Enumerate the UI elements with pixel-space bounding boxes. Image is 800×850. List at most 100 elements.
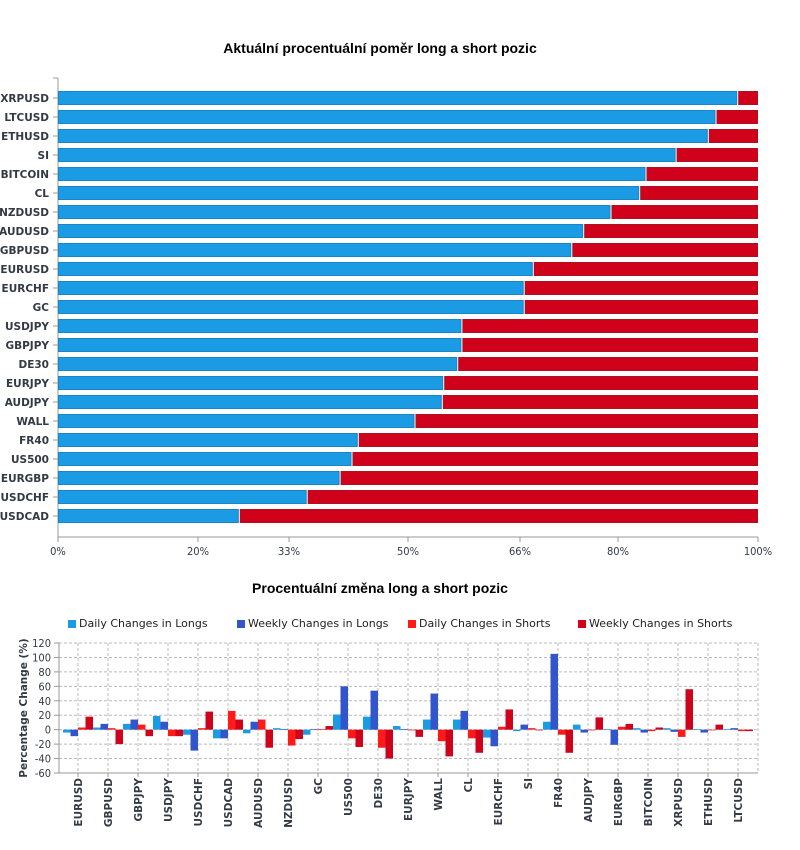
category-label: FR40 [553,778,565,808]
bar-short [584,224,759,238]
bar-weekly-longs [670,729,678,732]
x-tick-label: 100% [744,545,772,558]
category-label: DE30 [373,778,385,809]
category-label: US500 [11,454,49,466]
category-label: GBPUSD [103,778,115,827]
bar-short [738,91,759,105]
category-label: FR40 [19,435,49,447]
bar-weekly-shorts [385,729,393,759]
category-label: GBPJPY [133,778,145,822]
bar-daily-longs [543,721,551,730]
bar-daily-shorts [738,729,746,732]
bar-daily-shorts [138,724,146,730]
category-label: EURCHF [493,778,505,825]
bar-daily-shorts [648,729,656,732]
bar-long [58,433,358,447]
bar-daily-longs [603,728,611,730]
bar-weekly-longs [730,728,738,730]
bar-short [358,433,758,447]
bar-daily-longs [693,728,701,730]
bar-weekly-longs [580,729,588,733]
bar-weekly-shorts [565,729,573,753]
bar-weekly-longs [460,710,468,730]
y-tick-label: -60 [35,767,51,780]
bar-weekly-longs [190,729,198,751]
y-tick-label: 20 [38,709,51,722]
legend-swatch-daily-longs [68,619,76,628]
bar-weekly-shorts [505,709,513,730]
bar-long [58,148,676,162]
bar-long [58,224,584,238]
legend-label-weekly-longs: Weekly Changes in Longs [248,617,389,630]
bar-daily-longs [273,728,281,730]
category-label: US500 [343,778,355,816]
chart-title-ratio: Aktuální procentuální poměr long a short… [223,40,537,56]
bar-long [58,452,352,466]
bar-short [524,281,759,295]
legend-item-weekly-shorts[interactable]: Weekly Changes in Shorts [578,617,732,630]
category-label: EURUSD [73,778,85,827]
bar-weekly-longs [610,729,618,745]
bar-daily-shorts [78,727,86,730]
bar-long [58,281,524,295]
bar-daily-longs [123,723,131,730]
category-label: XRPUSD [673,778,685,827]
category-label: LTCUSD [733,778,745,823]
legend-item-daily-longs[interactable]: Daily Changes in Longs [68,617,208,630]
x-tick-label: 66% [509,545,531,558]
bar-weekly-longs [520,724,528,730]
bar-daily-longs [63,729,71,733]
x-tick-label: 50% [397,545,419,558]
legend-item-daily-shorts[interactable]: Daily Changes in Shorts [408,617,550,630]
category-label: BITCOIN [643,778,655,826]
category-label: EURUSD [0,264,49,276]
bar-daily-longs [483,729,491,738]
bar-short [239,509,759,523]
bar-weekly-longs [370,690,378,730]
bar-short [676,148,758,162]
bar-weekly-longs [160,721,168,730]
bar-daily-longs [363,716,371,730]
bar-long [58,357,458,371]
bar-daily-shorts [228,710,236,730]
x-tick-label: 0% [50,545,66,558]
category-label: USDCHF [193,778,205,826]
bar-daily-shorts [168,729,176,737]
legend-item-weekly-longs[interactable]: Weekly Changes in Longs [237,617,388,630]
bar-daily-shorts [348,729,356,739]
bar-long [58,110,716,124]
bar-short [458,357,758,371]
bar-long [58,376,444,390]
y-tick-label: 120 [32,637,51,650]
legend-label-daily-shorts: Daily Changes in Shorts [419,617,551,630]
bar-weekly-shorts [355,729,363,747]
bar-weekly-shorts [535,729,543,731]
category-label: AUDJPY [583,778,595,823]
bar-long [58,395,442,409]
bar-long [58,91,738,105]
category-label: USDCHF [1,492,49,504]
y-tick-label: 100 [32,651,51,664]
bar-short [462,319,758,333]
y-tick-label: 0 [45,724,51,737]
category-label: WALL [16,416,49,428]
bar-weekly-longs [340,686,348,730]
category-label: EURCHF [2,283,49,295]
bar-daily-longs [513,729,521,732]
category-label: GC [33,302,50,314]
bar-short [611,205,758,219]
bar-daily-shorts [588,729,596,731]
bar-daily-shorts [318,728,326,730]
bar-weekly-shorts [655,727,663,730]
bar-daily-shorts [558,729,566,735]
bar-weekly-longs [220,729,228,739]
bar-daily-shorts [438,729,446,742]
category-label: AUDUSD [0,226,49,238]
category-label: LTCUSD [4,112,49,124]
bar-daily-longs [333,714,341,730]
bar-short [646,167,758,181]
bar-daily-longs [453,719,461,730]
bar-short [352,452,758,466]
bar-weekly-longs [700,729,708,733]
